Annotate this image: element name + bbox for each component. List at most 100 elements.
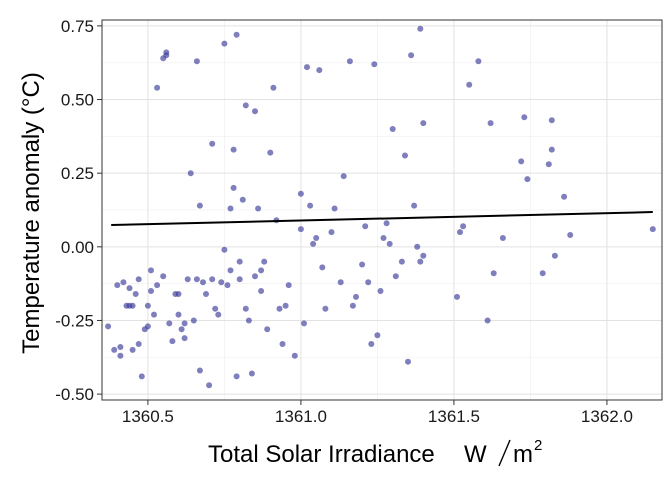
data-point <box>551 252 558 259</box>
data-point <box>215 311 222 318</box>
data-point <box>242 102 249 109</box>
data-point <box>310 240 317 247</box>
data-point <box>457 229 463 236</box>
data-point <box>475 58 482 65</box>
x-tick-label: 1360.5 <box>122 407 174 426</box>
data-point <box>206 382 213 389</box>
x-axis-title: Total Solar Irradiance W m 2 <box>208 437 542 468</box>
data-point <box>236 258 243 265</box>
data-point <box>417 25 424 32</box>
data-point <box>200 279 206 286</box>
data-point <box>521 114 528 121</box>
trend-line <box>111 211 653 227</box>
x-tick-label: 1362.0 <box>581 407 633 426</box>
data-point <box>383 220 390 227</box>
data-point <box>340 173 347 180</box>
data-point <box>154 282 161 289</box>
y-tick-label: 0.00 <box>61 238 94 257</box>
data-point <box>405 358 411 365</box>
data-point <box>175 311 182 318</box>
data-point <box>233 31 240 38</box>
data-point <box>346 58 353 65</box>
data-point <box>196 202 203 209</box>
data-point <box>331 205 338 212</box>
data-point <box>184 276 191 283</box>
data-point <box>567 232 574 238</box>
data-point <box>190 317 197 324</box>
data-point <box>270 84 277 91</box>
data-point <box>466 81 473 88</box>
data-point <box>539 270 546 277</box>
data-point <box>264 326 271 333</box>
data-point <box>224 282 231 289</box>
data-point <box>129 346 136 353</box>
data-point <box>258 267 265 274</box>
data-point <box>227 205 234 212</box>
data-point <box>368 341 375 347</box>
data-point <box>402 152 408 159</box>
x-axis-unit-denominator: m <box>513 441 533 468</box>
data-point <box>518 158 525 165</box>
data-point <box>135 341 142 347</box>
data-point <box>227 267 234 274</box>
data-point <box>380 235 387 241</box>
data-point <box>484 317 491 324</box>
x-axis-unit-slash <box>498 439 511 467</box>
x-tick-label: 1361.0 <box>275 407 327 426</box>
data-point <box>417 258 424 265</box>
x-axis-title-text: Total Solar Irradiance <box>208 441 435 468</box>
data-point <box>160 273 167 280</box>
data-point <box>548 117 555 124</box>
data-point <box>371 61 378 68</box>
data-point <box>490 270 497 277</box>
data-point <box>114 282 121 289</box>
data-point <box>313 235 320 241</box>
data-point <box>545 161 552 168</box>
data-point <box>377 288 384 294</box>
data-point <box>499 235 506 241</box>
data-point <box>218 279 225 286</box>
data-point <box>135 276 142 283</box>
data-point <box>117 352 124 359</box>
data-point <box>359 261 366 268</box>
data-point <box>261 258 268 265</box>
data-point <box>163 49 170 56</box>
data-point <box>291 352 298 359</box>
data-point <box>460 223 467 230</box>
data-point <box>420 252 427 259</box>
data-point <box>386 240 393 247</box>
data-point <box>169 338 176 345</box>
data-point <box>282 302 289 309</box>
data-point <box>193 276 200 283</box>
x-axis-unit-exponent: 2 <box>534 437 542 454</box>
data-point <box>411 202 418 209</box>
data-point <box>561 193 568 200</box>
grid-lines <box>102 20 662 400</box>
data-point <box>144 323 151 330</box>
data-point <box>178 326 185 333</box>
data-point <box>242 305 249 312</box>
data-point <box>267 149 274 156</box>
data-point <box>252 273 258 280</box>
data-point <box>297 190 304 197</box>
data-point <box>181 320 188 327</box>
data-point <box>649 226 656 233</box>
y-tick-label: 0.50 <box>61 91 94 110</box>
data-point <box>487 120 494 127</box>
data-point <box>111 346 118 353</box>
data-point <box>389 126 396 132</box>
data-point <box>129 302 136 309</box>
y-tick-label: 0.75 <box>61 17 94 36</box>
data-point <box>252 108 258 115</box>
data-point <box>221 246 228 253</box>
data-point <box>319 264 326 271</box>
data-point <box>307 202 314 209</box>
y-tick-label: -0.25 <box>55 311 94 330</box>
data-point <box>301 320 307 327</box>
data-point <box>148 288 154 294</box>
data-point <box>245 317 252 324</box>
data-point <box>151 311 157 318</box>
data-point <box>187 170 194 177</box>
data-point <box>349 302 356 309</box>
data-point <box>285 282 292 289</box>
